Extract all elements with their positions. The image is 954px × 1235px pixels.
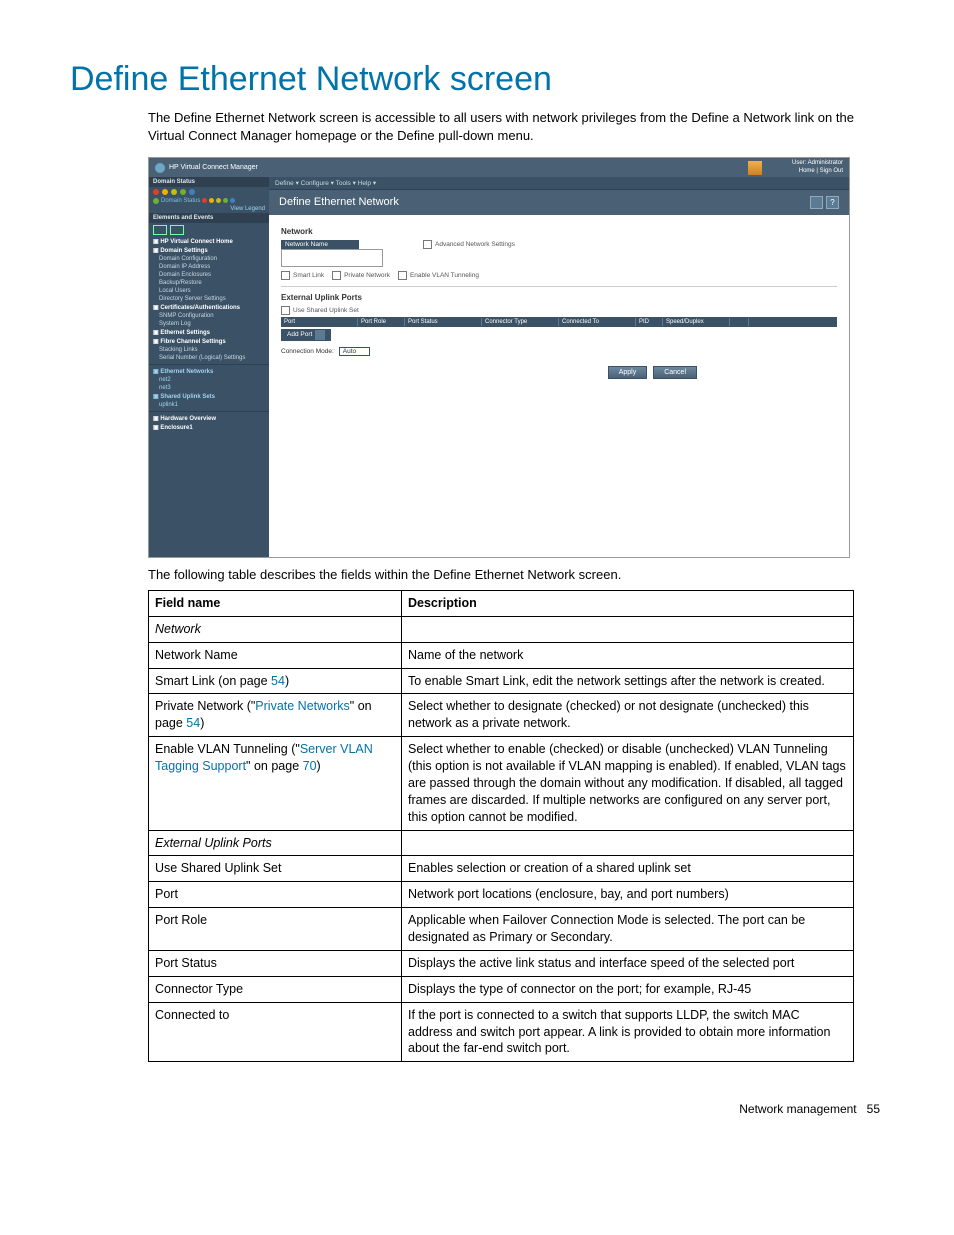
fields-table: Field name Description NetworkNetwork Na…	[148, 590, 854, 1062]
main-pane: Define ▾ Configure ▾ Tools ▾ Help ▾ Defi…	[269, 177, 849, 557]
doc-link[interactable]: 70	[303, 759, 317, 773]
doc-link[interactable]: Private Networks	[255, 699, 349, 713]
table-row: Port Role	[149, 908, 402, 951]
network-name-input[interactable]	[281, 249, 383, 267]
chevron-down-icon	[315, 330, 325, 340]
cancel-button[interactable]: Cancel	[653, 366, 697, 379]
embedded-screenshot: HP Virtual Connect Manager User: Adminis…	[148, 157, 884, 557]
add-port-button[interactable]: Add Port	[281, 329, 331, 341]
network-name-label: Network Name	[281, 240, 359, 249]
table-caption: The following table describes the fields…	[148, 566, 884, 584]
sidebar: Domain Status Domain Status View LegendE…	[149, 177, 269, 557]
hp-logo-icon	[155, 163, 165, 173]
intro-text: The Define Ethernet Network screen is ac…	[148, 109, 884, 145]
title-tools[interactable]: ?	[810, 196, 839, 209]
table-row: Private Network ("Private Networks" on p…	[149, 694, 402, 737]
advanced-settings-checkbox[interactable]: Advanced Network Settings	[423, 240, 515, 249]
smart-link-checkbox[interactable]: Smart Link	[281, 271, 324, 280]
user-info: User: Administrator Home | Sign Out	[792, 160, 843, 174]
uplink-section-header: External Uplink Ports	[281, 293, 837, 302]
page-heading: Define Ethernet Network screen	[70, 60, 884, 99]
table-row: Enable VLAN Tunneling ("Server VLAN Tagg…	[149, 737, 402, 830]
apply-button[interactable]: Apply	[608, 366, 648, 379]
menu-bar[interactable]: Define ▾ Configure ▾ Tools ▾ Help ▾	[269, 177, 849, 190]
table-row: Connector Type	[149, 976, 402, 1002]
table-row: Network Name	[149, 642, 402, 668]
uplink-grid-header: PortPort RolePort StatusConnector TypeCo…	[281, 317, 837, 327]
doc-link[interactable]: 54	[186, 716, 200, 730]
page-title: Define Ethernet Network	[279, 196, 399, 208]
table-row: External Uplink Ports	[149, 830, 402, 856]
help-icon[interactable]: ?	[826, 196, 839, 209]
use-shared-uplink-checkbox[interactable]: Use Shared Uplink Set	[281, 306, 359, 315]
print-icon[interactable]	[810, 196, 823, 209]
connection-mode-select[interactable]: Auto	[339, 347, 370, 356]
private-network-checkbox[interactable]: Private Network	[332, 271, 390, 280]
doc-link[interactable]: 54	[271, 674, 285, 688]
enable-vlan-checkbox[interactable]: Enable VLAN Tunneling	[398, 271, 479, 280]
table-row: Network	[149, 616, 402, 642]
col-field-name: Field name	[149, 590, 402, 616]
table-row: Port Status	[149, 950, 402, 976]
doc-link[interactable]: Server VLAN Tagging Support	[155, 742, 373, 773]
table-row: Port	[149, 882, 402, 908]
home-icon[interactable]	[748, 161, 762, 175]
table-row: Smart Link (on page 54)	[149, 668, 402, 694]
page-footer: Network management 55	[70, 1102, 884, 1116]
app-title: HP Virtual Connect Manager	[169, 164, 258, 171]
col-description: Description	[402, 590, 854, 616]
table-row: Use Shared Uplink Set	[149, 856, 402, 882]
table-row: Connected to	[149, 1002, 402, 1062]
network-section-header: Network	[281, 227, 837, 236]
connection-mode-row: Connection Mode: Auto	[281, 347, 837, 356]
